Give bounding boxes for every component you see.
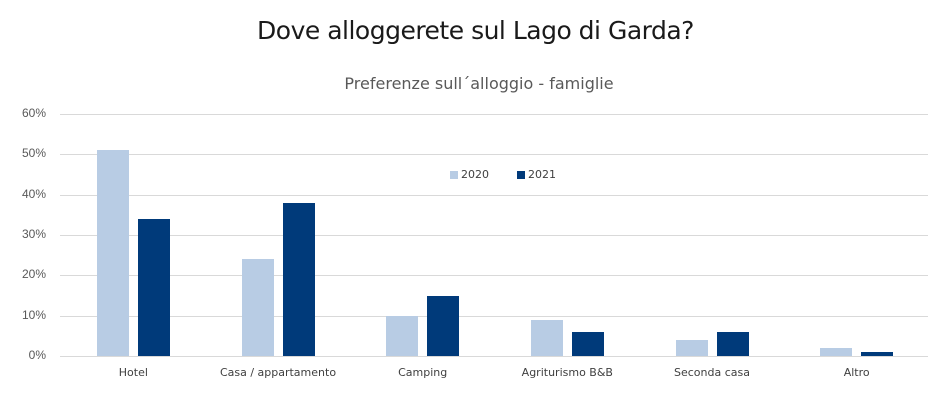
- bar-2020: [241, 259, 274, 356]
- x-tick-label: Camping: [398, 366, 448, 379]
- legend-swatch-2020: [450, 170, 458, 179]
- bar-2021: [427, 295, 460, 356]
- bar-2021: [571, 331, 604, 356]
- y-tick-label: 0%: [28, 348, 46, 362]
- chart-title: Dove alloggerete sul Lago di Garda?: [257, 16, 694, 45]
- legend: 2020 2021: [450, 168, 556, 181]
- bar-2020: [530, 319, 563, 356]
- y-tick-label: 60%: [21, 106, 46, 120]
- y-tick-label: 20%: [21, 267, 46, 282]
- gridline: [60, 315, 928, 317]
- y-tick-label: 10%: [21, 307, 46, 322]
- x-tick-label: Altro: [843, 366, 870, 379]
- y-tick-label: 50%: [21, 146, 46, 161]
- gridline: [60, 194, 928, 196]
- legend-label: 2020: [461, 168, 489, 181]
- legend-swatch-2021: [517, 170, 525, 179]
- gridline: [60, 275, 928, 277]
- bar-2021: [137, 218, 170, 356]
- bar-2021: [282, 202, 315, 356]
- chart-subtitle: Preferenze sull´alloggio - famiglie: [344, 74, 614, 93]
- gridline: [60, 356, 928, 357]
- gridline: [60, 235, 928, 236]
- x-tick-label: Casa / appartamento: [219, 366, 337, 379]
- x-tick-label: Agriturismo B&B: [521, 366, 613, 379]
- legend-item-2021: 2021: [517, 168, 556, 181]
- bar-2020: [820, 347, 853, 356]
- gridline: [60, 114, 928, 115]
- legend-item-2020: 2020: [450, 168, 489, 181]
- y-tick-label: 40%: [21, 186, 46, 201]
- gridline: [60, 154, 928, 156]
- bar-2020: [386, 315, 419, 356]
- x-tick-label: Hotel: [118, 366, 148, 379]
- x-tick-label: Seconda casa: [674, 366, 750, 379]
- plot-area: [60, 114, 928, 357]
- bar-2021: [861, 351, 894, 356]
- bar-2020: [96, 150, 129, 356]
- bar-2021: [716, 331, 749, 356]
- bar-2020: [675, 339, 708, 356]
- legend-label: 2021: [528, 168, 556, 181]
- y-tick-label: 30%: [21, 227, 46, 241]
